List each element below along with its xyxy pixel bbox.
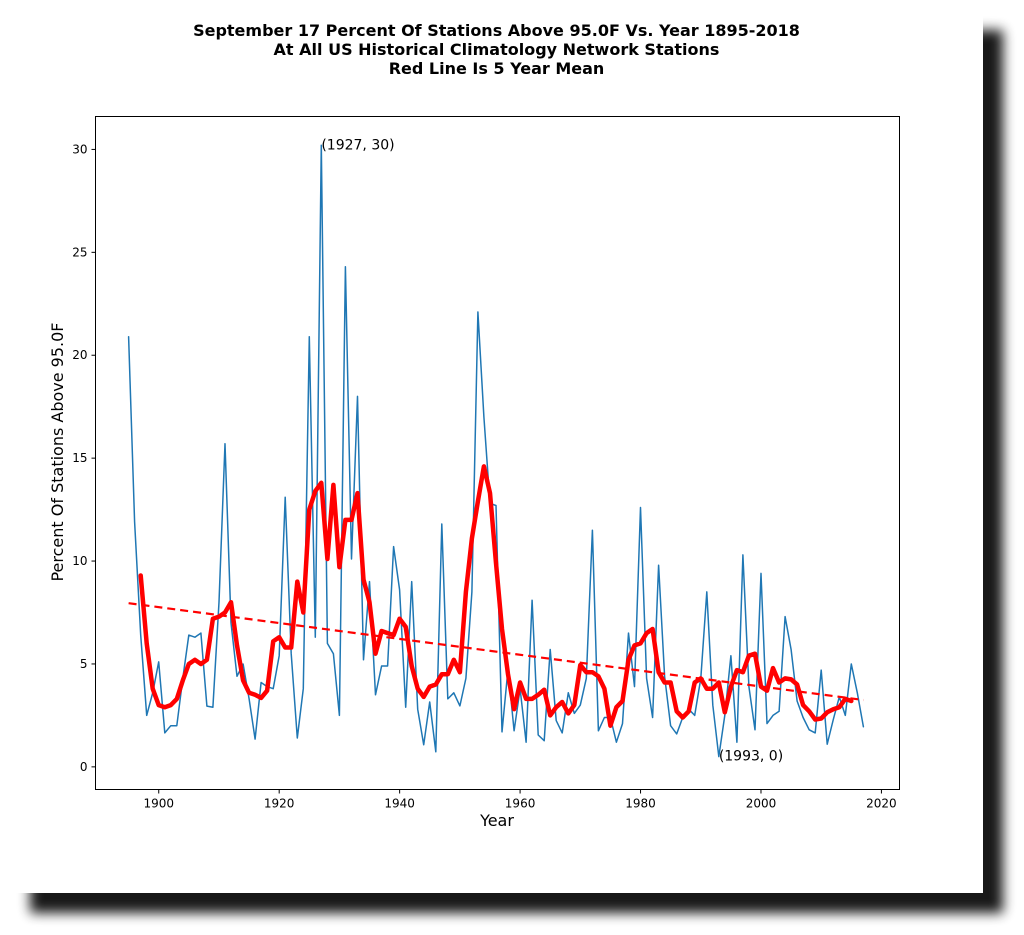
chart-title: September 17 Percent Of Stations Above 9…	[0, 21, 993, 78]
y-tick-label: 30	[72, 142, 87, 156]
x-tick-label: 1900	[143, 797, 174, 811]
y-axis-label: Percent Of Stations Above 95.0F	[48, 322, 67, 581]
chart-title-line-2: At All US Historical Climatology Network…	[273, 40, 720, 59]
plot-frame	[95, 116, 900, 790]
x-tick-label: 2000	[746, 797, 777, 811]
y-tick-label: 25	[72, 245, 87, 259]
chart-title-line-3: Red Line Is 5 Year Mean	[388, 59, 605, 78]
point-annotation: (1927, 30)	[321, 137, 394, 153]
x-tick-label: 1980	[625, 797, 656, 811]
x-tick-label: 1920	[264, 797, 295, 811]
figure-card	[10, 10, 983, 893]
x-tick-label: 2020	[866, 797, 897, 811]
y-axis: 0 5 10 15 20 25 30	[72, 142, 96, 774]
x-axis: 1900 1920 1940 1960 1980 2000 2020	[143, 789, 897, 811]
y-tick-label: 0	[80, 760, 88, 774]
five-year-mean-line	[138, 464, 854, 728]
y-tick-label: 20	[72, 348, 87, 362]
x-tick-label: 1960	[505, 797, 536, 811]
annual-percent-line	[127, 144, 865, 758]
y-tick-label: 5	[80, 657, 88, 671]
x-axis-label: Year	[479, 811, 514, 830]
trend-line	[128, 602, 864, 702]
y-tick-label: 10	[72, 554, 87, 568]
y-tick-label: 15	[72, 451, 87, 465]
point-annotation: (1993, 0)	[719, 749, 783, 765]
plot-marks	[127, 144, 865, 758]
x-tick-label: 1940	[384, 797, 415, 811]
chart-title-line-1: September 17 Percent Of Stations Above 9…	[193, 21, 800, 40]
annotations: (1927, 30) (1993, 0)	[321, 137, 783, 764]
